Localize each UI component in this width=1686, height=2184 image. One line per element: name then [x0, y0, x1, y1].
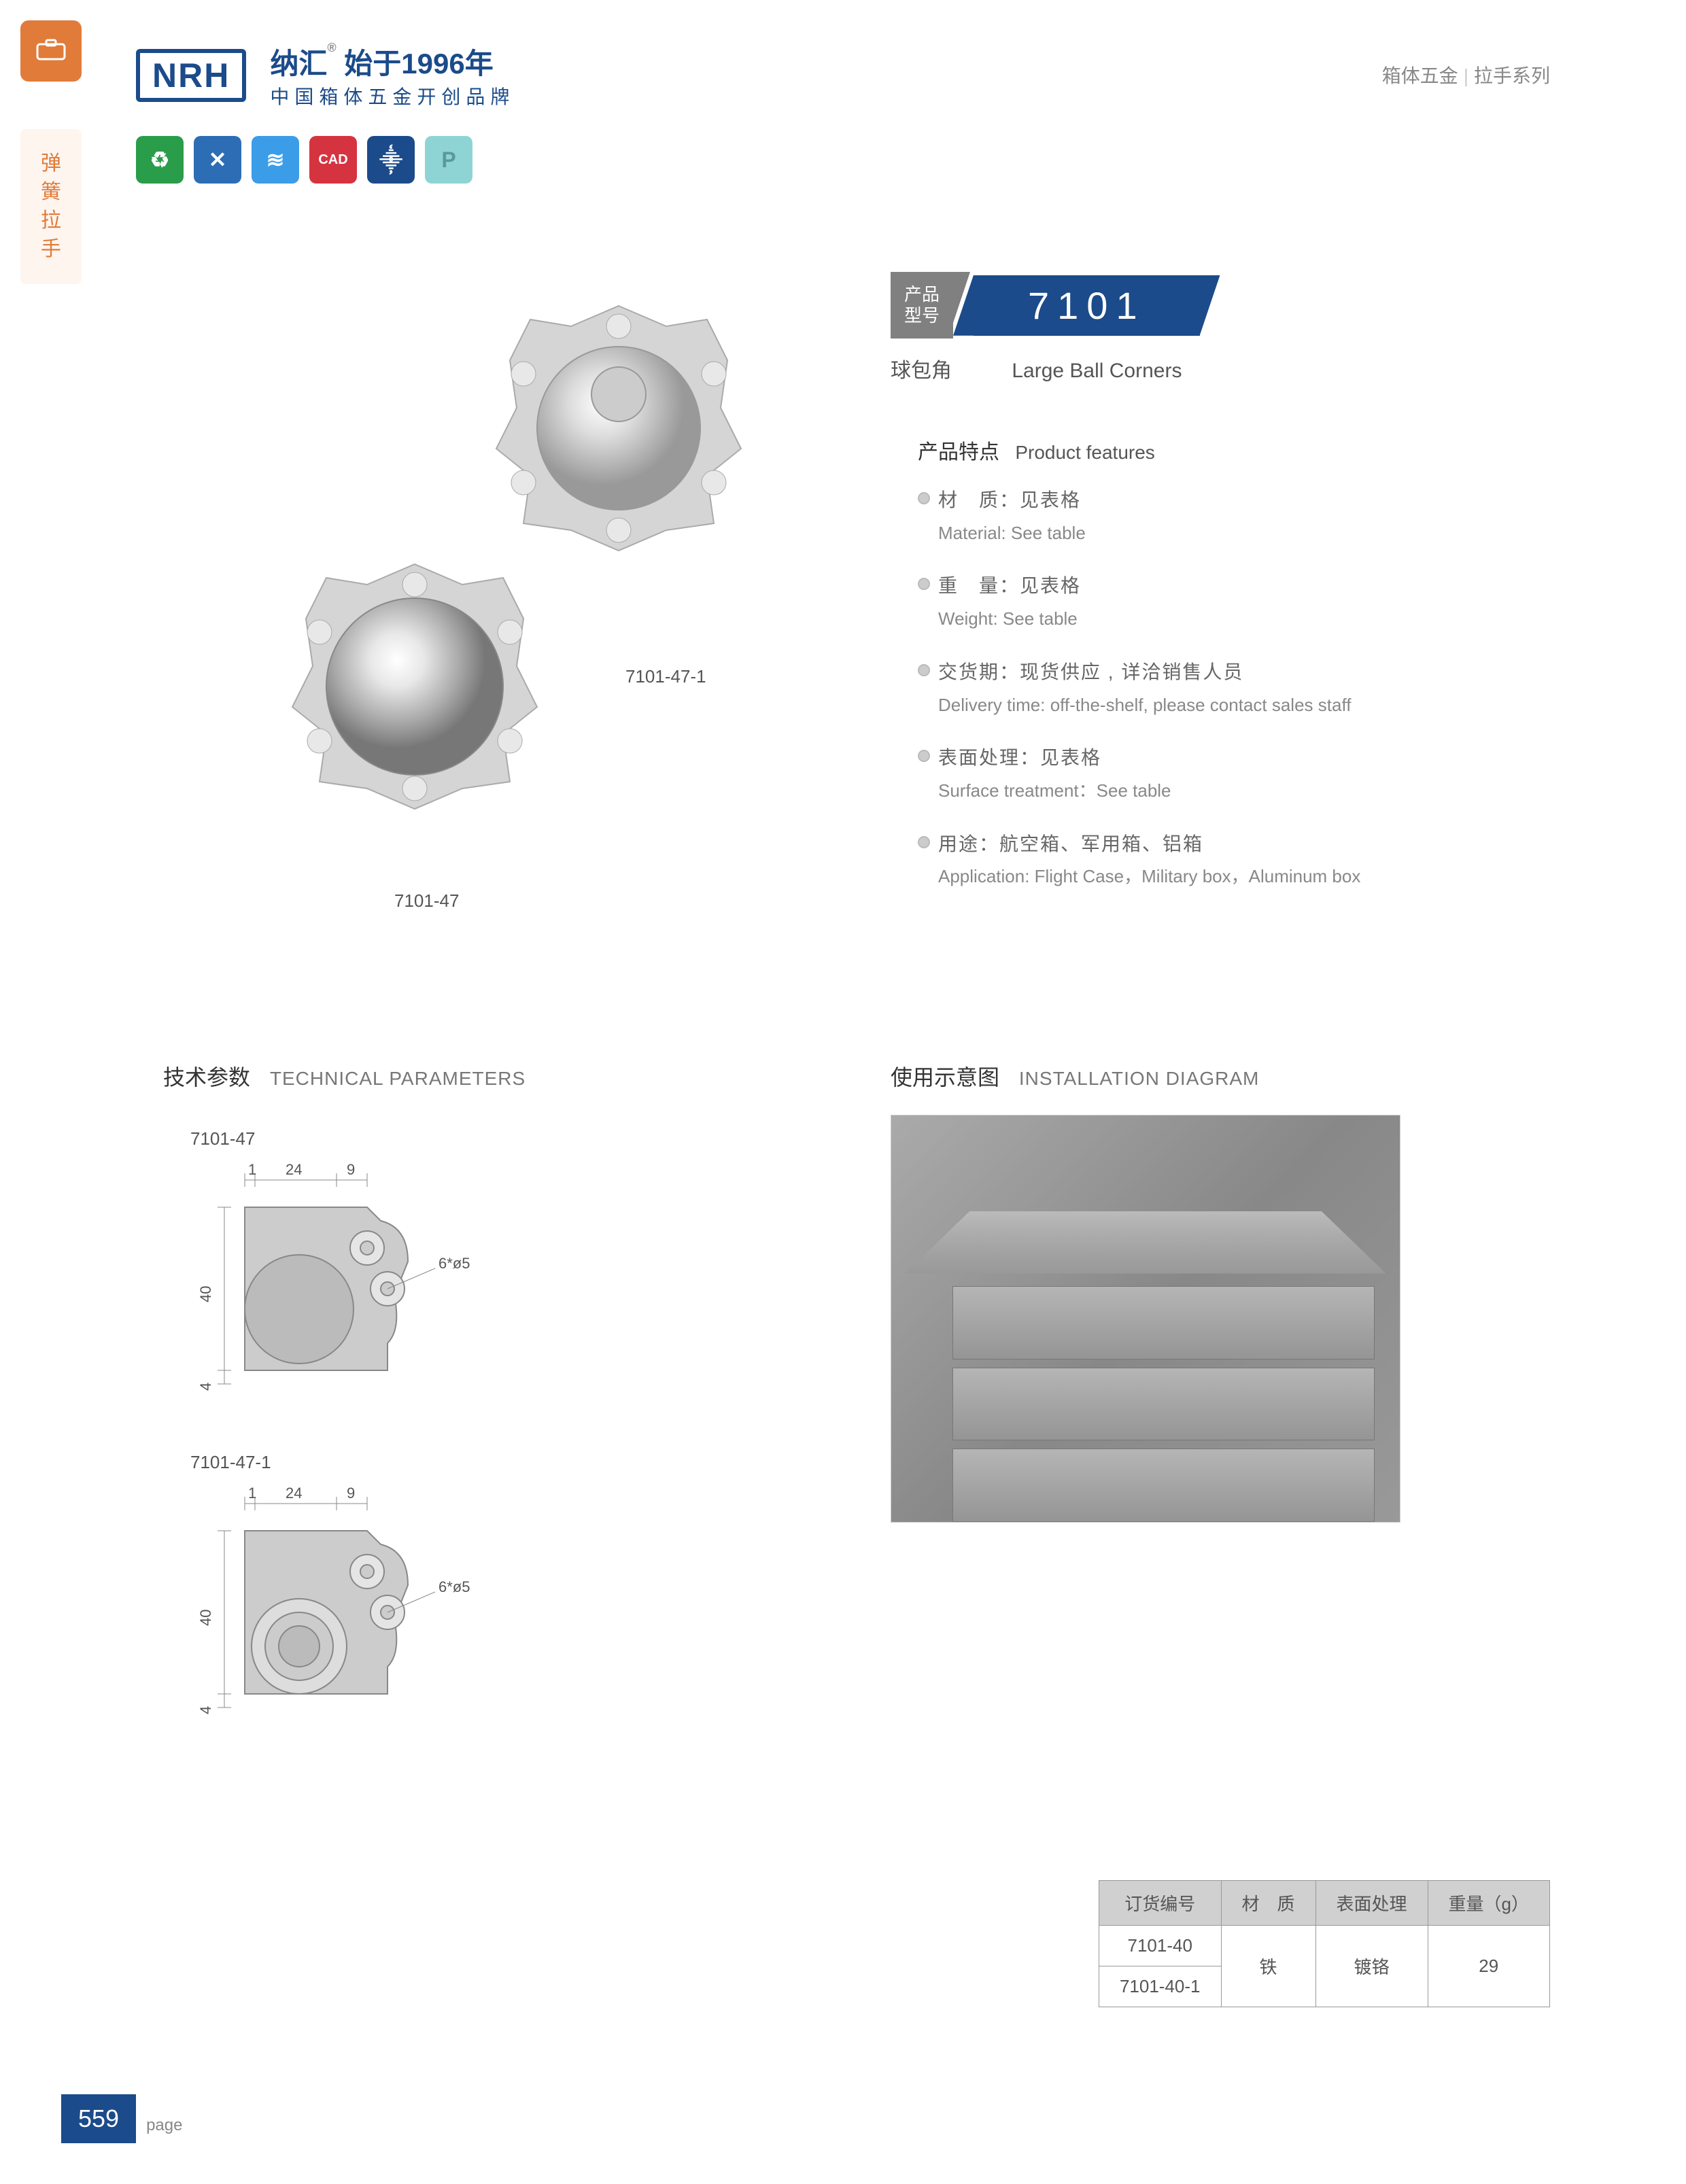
table-header: 重量（g） — [1428, 1881, 1549, 1926]
side-category-label: 弹 簧 拉 手 — [20, 129, 82, 284]
feature-en: Material: See table — [938, 519, 1530, 548]
model-name: 球包角 Large Ball Corners — [891, 353, 1182, 383]
feature-item: 重 量：见表格 Weight: See table — [918, 571, 1530, 633]
svg-text:6*ø5: 6*ø5 — [438, 1255, 470, 1272]
series: 拉手系列 — [1474, 65, 1550, 86]
tech-diagrams: 7101-47 1 24 9 40 4 6*ø5 7101-47-1 — [163, 1115, 503, 1775]
logo-cn: 纳汇 — [270, 48, 327, 80]
logo-since: 始于1996年 — [344, 48, 493, 80]
table-header: 订货编号 — [1099, 1881, 1221, 1926]
diagram-label-2: 7101-47-1 — [190, 1452, 503, 1473]
svg-text:6*ø5: 6*ø5 — [438, 1578, 470, 1595]
feature-cn: 表面处理：见表格 — [938, 743, 1530, 774]
cad-icon: CAD — [309, 136, 357, 184]
feature-cn: 材 质：见表格 — [938, 485, 1530, 516]
table-header-row: 订货编号 材 质 表面处理 重量（g） — [1099, 1881, 1549, 1926]
logo: NRH 纳汇® 始于1996年 中国箱体五金开创品牌 — [136, 41, 515, 109]
diagram-2: 1 24 9 40 4 6*ø5 — [163, 1483, 503, 1755]
table-header: 表面处理 — [1315, 1881, 1428, 1926]
tech-title-cn: 技术参数 — [163, 1065, 250, 1090]
table-cell: 29 — [1428, 1926, 1549, 2007]
install-title: 使用示意图 INSTALLATION DIAGRAM — [891, 1060, 1259, 1092]
model-tag: 产品 型号 — [891, 272, 953, 339]
svg-text:9: 9 — [347, 1161, 355, 1178]
side-char: 手 — [20, 235, 82, 264]
diagram-label-1: 7101-47 — [190, 1128, 503, 1149]
feature-en: Weight: See table — [938, 605, 1530, 634]
svg-text:4: 4 — [197, 1383, 214, 1391]
table-cell: 铁 — [1221, 1926, 1315, 2007]
feature-item: 材 质：见表格 Material: See table — [918, 485, 1530, 547]
svg-text:1: 1 — [248, 1161, 256, 1178]
feature-en: Surface treatment：See table — [938, 777, 1530, 805]
features-title: 产品特点 Product features — [918, 435, 1530, 465]
page-number-label: page — [146, 2116, 182, 2143]
tool-icon: ✕ — [194, 136, 241, 184]
breadcrumb: 箱体五金|拉手系列 — [1382, 61, 1550, 88]
feature-item: 表面处理：见表格 Surface treatment：See table — [918, 743, 1530, 805]
features-title-en: Product features — [1015, 442, 1154, 463]
feature-cn: 用途：航空箱、军用箱、铝箱 — [938, 829, 1530, 860]
features-title-cn: 产品特点 — [918, 441, 999, 464]
model-header: 产品 型号 7101 — [891, 272, 1200, 339]
side-char: 弹 — [20, 150, 82, 178]
install-title-cn: 使用示意图 — [891, 1065, 999, 1090]
product-image-1 — [476, 285, 761, 571]
table-row: 7101-40 铁 镀铬 29 — [1099, 1926, 1549, 1966]
product-images: 7101-47-1 7101-47 — [204, 258, 816, 870]
p-icon: P — [425, 136, 472, 184]
svg-text:24: 24 — [286, 1161, 302, 1178]
logo-tagline: 中国箱体五金开创品牌 — [270, 82, 515, 109]
page-header: NRH 纳汇® 始于1996年 中国箱体五金开创品牌 箱体五金|拉手系列 — [136, 41, 1550, 122]
table-cell: 7101-40-1 — [1099, 1966, 1221, 2007]
install-diagram — [891, 1115, 1400, 1523]
svg-text:40: 40 — [197, 1610, 214, 1626]
svg-text:24: 24 — [286, 1485, 302, 1502]
product-image-2 — [272, 544, 557, 829]
feature-item: 用途：航空箱、军用箱、铝箱 Application: Flight Case，Mi… — [918, 829, 1530, 891]
tech-params-title: 技术参数 TECHNICAL PARAMETERS — [163, 1060, 526, 1092]
side-char: 拉 — [20, 207, 82, 235]
category: 箱体五金 — [1382, 65, 1458, 86]
attribute-icons: ♻ ✕ ≋ CAD ⸎ P — [136, 136, 472, 184]
product-label-2: 7101-47 — [394, 890, 459, 912]
feature-item: 交货期：现货供应 , 详洽销售人员 Delivery time: off-the-… — [918, 657, 1530, 719]
product-label-1: 7101-47-1 — [625, 666, 706, 687]
model-number: 7101 — [974, 275, 1200, 336]
table-cell: 7101-40 — [1099, 1926, 1221, 1966]
table-header: 材 质 — [1221, 1881, 1315, 1926]
spring-icon: ≋ — [252, 136, 299, 184]
page-number-value: 559 — [61, 2094, 136, 2143]
model-name-en: Large Ball Corners — [1012, 360, 1182, 382]
side-char: 簧 — [20, 178, 82, 207]
product-features: 产品特点 Product features 材 质：见表格 Material: S… — [918, 435, 1530, 915]
model-tag-l2: 型号 — [904, 305, 940, 326]
svg-text:9: 9 — [347, 1485, 355, 1502]
model-name-cn: 球包角 — [891, 360, 952, 382]
model-tag-l1: 产品 — [904, 284, 940, 305]
svg-text:1: 1 — [248, 1485, 256, 1502]
spec-table: 订货编号 材 质 表面处理 重量（g） 7101-40 铁 镀铬 29 7101… — [1099, 1880, 1550, 2007]
page-number: 559 page — [61, 2094, 182, 2143]
table-cell: 镀铬 — [1315, 1926, 1428, 2007]
feature-cn: 交货期：现货供应 , 详洽销售人员 — [938, 657, 1530, 688]
diagram-1: 1 24 9 40 4 6*ø5 — [163, 1160, 503, 1432]
svg-text:4: 4 — [197, 1706, 214, 1714]
feature-en: Application: Flight Case，Military box，Al… — [938, 863, 1530, 891]
install-title-en: INSTALLATION DIAGRAM — [1019, 1068, 1259, 1089]
side-category-icon — [20, 20, 82, 82]
feature-cn: 重 量：见表格 — [938, 571, 1530, 602]
tech-title-en: TECHNICAL PARAMETERS — [270, 1068, 526, 1089]
eco-icon: ♻ — [136, 136, 184, 184]
logo-text: NRH — [152, 56, 230, 94]
screw-icon: ⸎ — [367, 136, 415, 184]
svg-text:40: 40 — [197, 1286, 214, 1302]
feature-en: Delivery time: off-the-shelf, please con… — [938, 691, 1530, 720]
